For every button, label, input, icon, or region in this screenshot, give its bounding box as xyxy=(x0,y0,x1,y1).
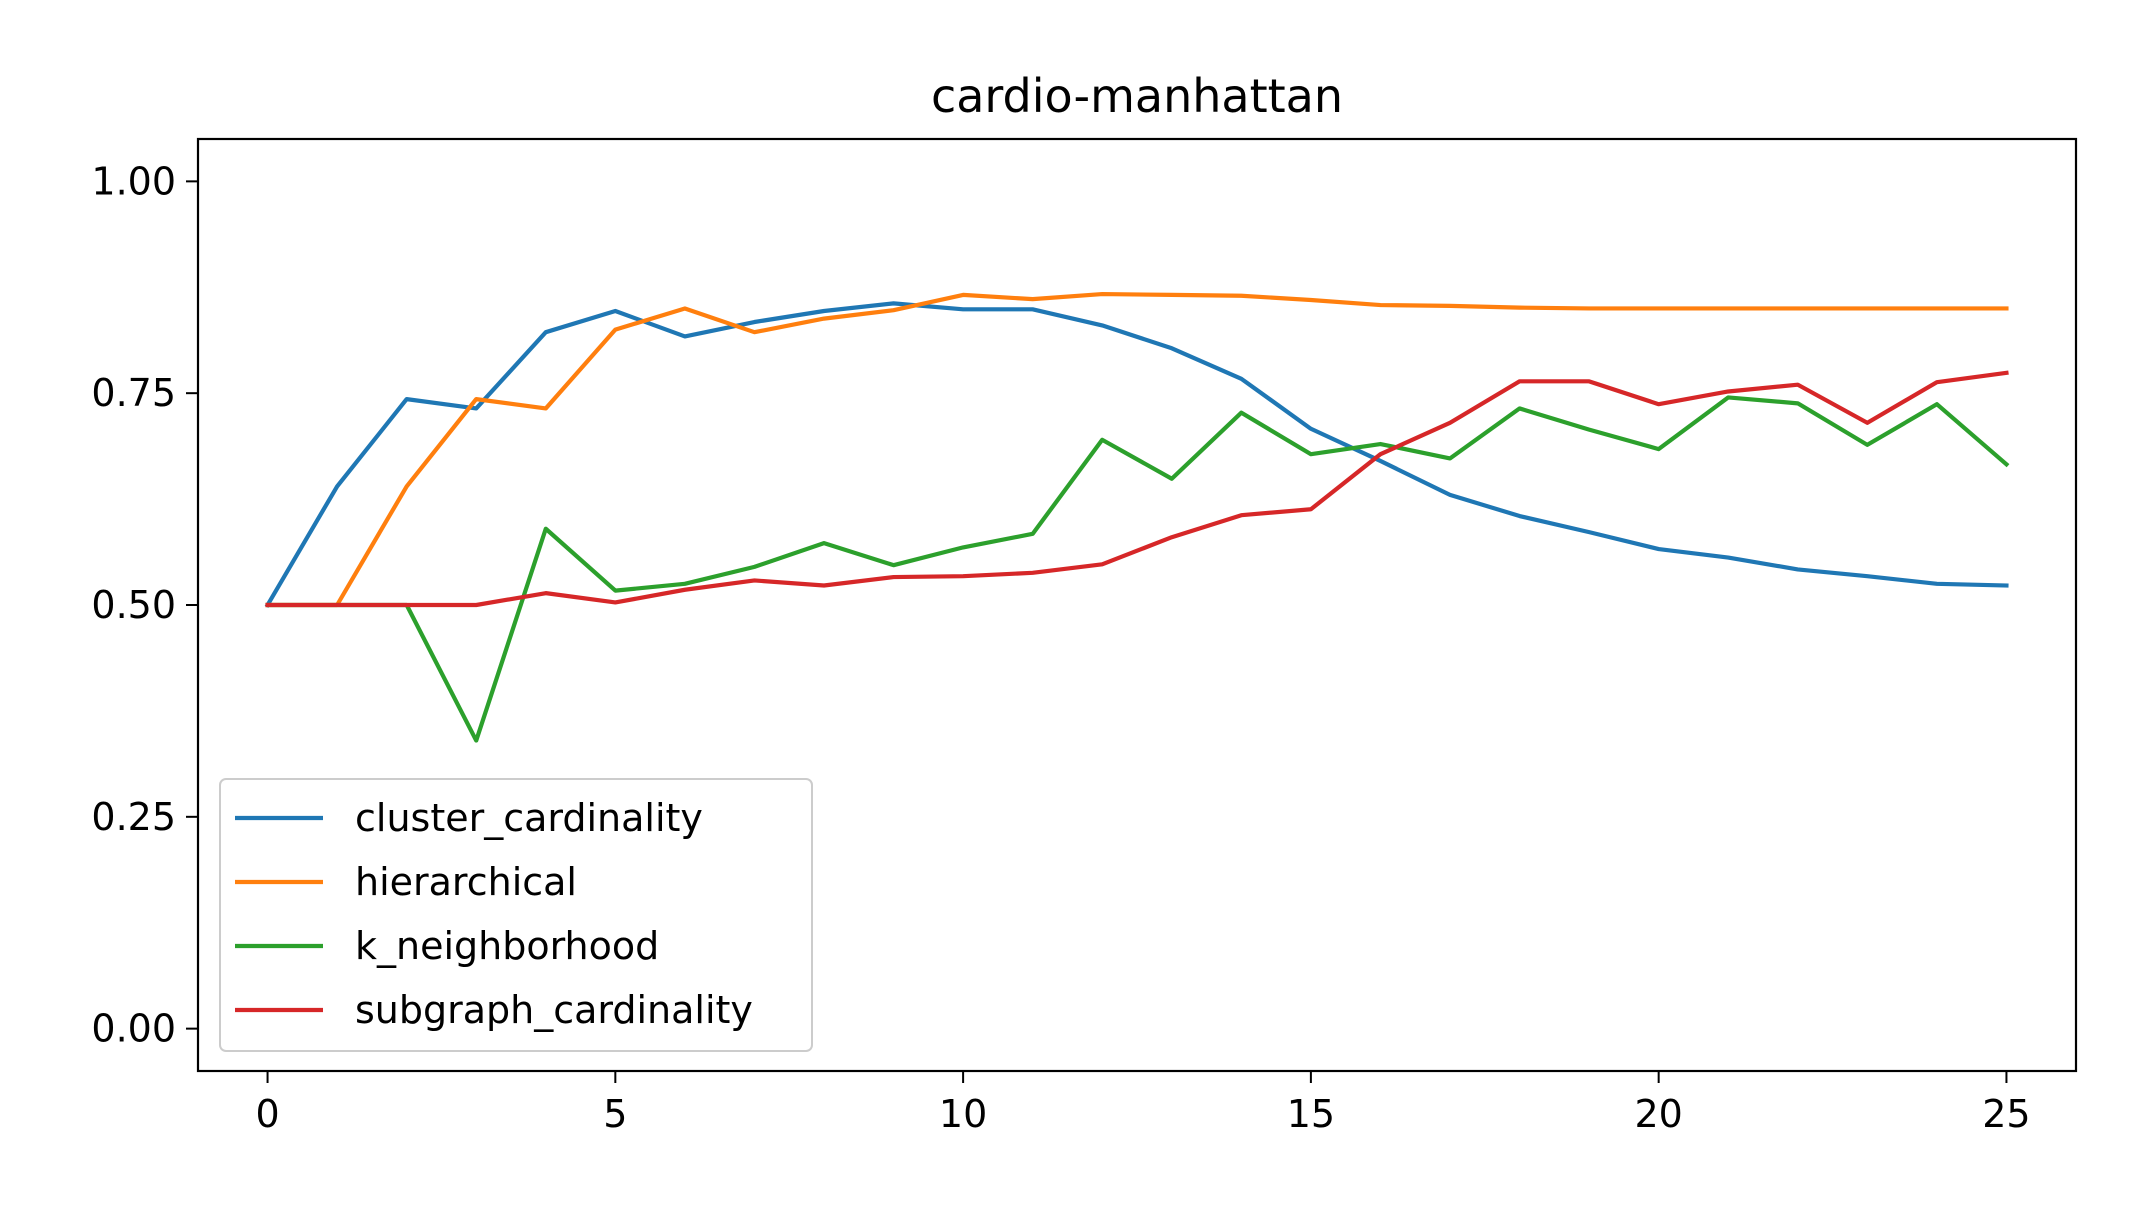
x-tick-label: 5 xyxy=(603,1092,627,1136)
y-tick-label: 0.00 xyxy=(91,1007,176,1051)
x-tick-label: 25 xyxy=(1982,1092,2030,1136)
legend-label: subgraph_cardinality xyxy=(355,988,753,1032)
series-line-cluster-cardinality xyxy=(264,301,2009,608)
y-tick-label: 0.75 xyxy=(91,371,176,415)
y-tick-label: 1.00 xyxy=(91,159,176,203)
chart-title: cardio-manhattan xyxy=(931,69,1343,123)
series-line-k-neighborhood xyxy=(265,395,2010,743)
legend: cluster_cardinality hierarchical k_neighbo… xyxy=(219,778,813,1052)
plot-area: 0 5 10 15 20 25 0.00 0.25 0.50 0.75 1.00 cluster_ca… xyxy=(91,137,2078,1136)
y-tick-label: 0.25 xyxy=(91,795,176,839)
x-tick-label: 20 xyxy=(1634,1092,1682,1136)
series-line-hierarchical xyxy=(265,291,2009,608)
x-tick-label: 10 xyxy=(939,1092,987,1136)
legend-label: cluster_cardinality xyxy=(355,796,703,840)
y-tick-label: 0.50 xyxy=(91,583,176,627)
legend-label: k_neighborhood xyxy=(355,924,659,968)
x-tick-label: 15 xyxy=(1287,1092,1335,1136)
legend-label: hierarchical xyxy=(355,860,577,904)
x-tick-label: 0 xyxy=(255,1092,279,1136)
legend-box xyxy=(219,778,813,1052)
series-line-subgraph-cardinality xyxy=(265,370,2009,608)
